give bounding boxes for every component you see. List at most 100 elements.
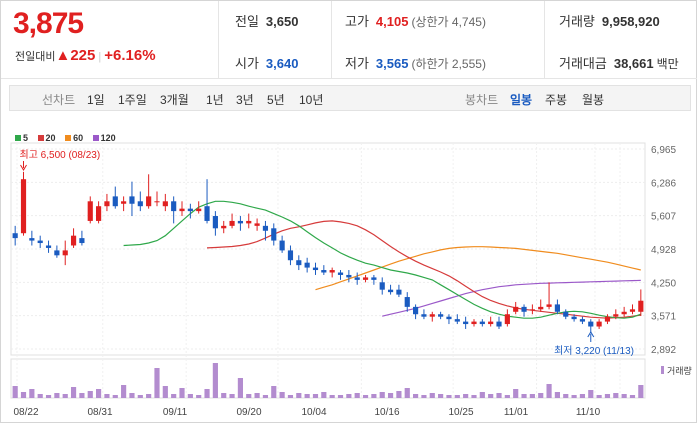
x-tick-label: 11/10 xyxy=(576,407,601,418)
legend-ma5: 5 xyxy=(15,133,28,143)
y-tick-label: 6,286 xyxy=(651,178,676,189)
volume-bar xyxy=(337,395,344,398)
volume-bar xyxy=(513,389,519,398)
volume-bar xyxy=(96,389,102,398)
chart-toolbar: 선차트 1일 1주일 3개월 1년 3년 5년 10년 봉차트 일봉 주봉 월봉 xyxy=(9,85,691,111)
volume-bar xyxy=(563,394,569,398)
period-5y-button[interactable]: 5년 xyxy=(267,93,285,107)
volume-bar xyxy=(329,395,335,398)
candle-body xyxy=(271,228,277,241)
stat-prev-close: 전일 3,650 xyxy=(235,14,299,29)
volume-bar xyxy=(346,394,352,398)
candle-body xyxy=(62,250,68,256)
candle-body xyxy=(421,314,427,317)
period-1y-button[interactable]: 1년 xyxy=(206,93,224,107)
candle-body xyxy=(279,240,285,251)
candle-body xyxy=(54,250,60,256)
candle-body xyxy=(446,316,452,320)
candle-body xyxy=(179,208,185,212)
volume-bar xyxy=(579,394,586,398)
volume-bar xyxy=(379,392,385,398)
candle-body xyxy=(37,240,43,244)
volume-bar xyxy=(29,389,35,398)
daily-candle-button[interactable]: 일봉 xyxy=(510,93,533,107)
volume-bar xyxy=(571,395,577,398)
volume-bar xyxy=(271,386,277,398)
x-tick-label: 10/04 xyxy=(301,407,326,418)
ma60-line xyxy=(315,246,641,291)
candle-body xyxy=(354,277,360,280)
candle-body xyxy=(96,206,102,221)
volume-bar xyxy=(221,393,227,398)
y-tick-label: 2,892 xyxy=(651,345,676,356)
volume-bar xyxy=(154,368,160,398)
period-3m-button[interactable]: 3개월 xyxy=(160,93,189,107)
ma120-line xyxy=(382,279,641,317)
candle-body xyxy=(346,274,352,278)
candle-body xyxy=(488,321,494,325)
x-tick-label: 08/31 xyxy=(87,407,112,418)
x-tick-label: 11/01 xyxy=(504,407,529,418)
volume-bar xyxy=(354,393,360,398)
volume-bar xyxy=(187,394,193,398)
volume-bar xyxy=(171,394,177,398)
candle-body xyxy=(287,250,294,261)
volume-bar xyxy=(196,395,202,398)
candle-body xyxy=(362,277,369,280)
candle-body xyxy=(621,311,627,315)
volume-bar xyxy=(488,394,494,398)
high-arrow-head xyxy=(20,164,27,171)
legend-ma60: 60 xyxy=(65,133,83,143)
volume-legend-swatch xyxy=(661,366,664,374)
candle-body xyxy=(162,201,168,207)
separator: | xyxy=(98,51,102,63)
x-tick-label: 09/11 xyxy=(163,407,188,418)
volume-bar xyxy=(212,363,218,398)
volume-bar xyxy=(479,392,485,398)
candle-body xyxy=(413,306,419,315)
ma5-line xyxy=(123,200,642,319)
candle-body xyxy=(45,245,52,248)
ma-legend: 5 20 60 120 xyxy=(15,133,123,143)
volume-bar xyxy=(312,394,319,398)
candle-body xyxy=(254,223,260,226)
volume-bar xyxy=(446,395,452,398)
period-10y-button[interactable]: 10년 xyxy=(299,93,324,107)
volume-bar xyxy=(629,395,636,398)
volume-bar xyxy=(387,393,394,398)
volume-bar xyxy=(45,395,52,398)
volume-bar xyxy=(454,395,460,398)
volume-bar xyxy=(521,394,527,398)
y-tick-label: 3,571 xyxy=(651,312,676,323)
candle-body xyxy=(137,201,143,207)
candle-body xyxy=(329,270,335,273)
candle-body xyxy=(629,309,636,312)
y-tick-label: 6,965 xyxy=(651,145,676,156)
period-1d-button[interactable]: 1일 xyxy=(87,93,105,107)
price-change: 전일대비▲225 | +6.16% xyxy=(15,47,156,64)
volume-bar xyxy=(262,395,269,398)
volume-bar xyxy=(79,393,85,398)
candle-body xyxy=(571,316,577,320)
candle-body xyxy=(496,321,502,327)
up-arrow-icon: ▲ xyxy=(55,47,71,64)
candle-body xyxy=(604,316,611,322)
volume-bar xyxy=(621,394,627,398)
period-3y-button[interactable]: 3년 xyxy=(236,93,254,107)
volume-bar xyxy=(204,389,210,398)
candle-body xyxy=(237,220,243,224)
volume-bar xyxy=(296,393,302,398)
weekly-candle-button[interactable]: 주봉 xyxy=(545,93,568,107)
candle-body xyxy=(438,314,444,317)
line-chart-label: 선차트 xyxy=(42,93,76,107)
candle-body xyxy=(262,225,269,231)
period-1w-button[interactable]: 1주일 xyxy=(118,93,147,107)
volume-bar xyxy=(604,394,611,398)
monthly-candle-button[interactable]: 월봉 xyxy=(582,93,605,107)
volume-bar xyxy=(121,385,127,398)
candle-body xyxy=(29,238,35,241)
volume-bar xyxy=(254,393,260,398)
quote-panel: 3,875 전일대비▲225 | +6.16% 전일 3,650 시가 3,640 고가… xyxy=(1,1,697,79)
